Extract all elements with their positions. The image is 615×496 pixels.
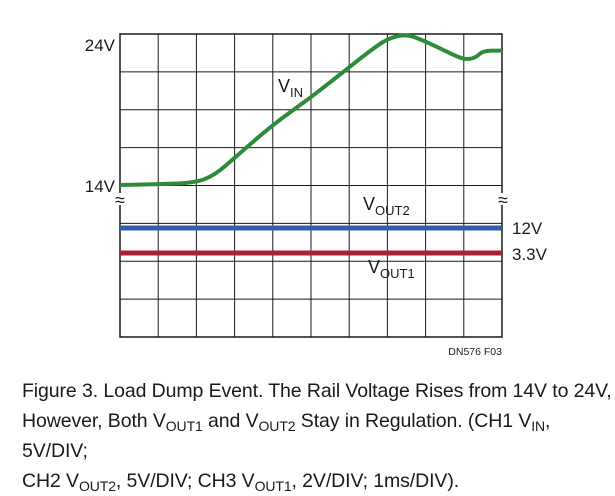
traces [119, 33, 502, 256]
figure-code: DN576 F03 [448, 346, 502, 358]
vout2-level-label: 12V [512, 219, 543, 238]
axis-break-gap [114, 193, 126, 205]
axis-break-gap [496, 193, 508, 205]
vin-start-label: 14V [85, 177, 116, 196]
vin-trace-line [119, 33, 502, 187]
vout1-level-label: 3.3V [512, 245, 548, 264]
vout1-trace-label: VOUT1 [368, 257, 415, 281]
axis-break-right: ≈ [498, 190, 508, 210]
caption-line-1: Figure 3. Load Dump Event. The Rail Volt… [22, 380, 612, 402]
figure-caption: Figure 3. Load Dump Event. The Rail Volt… [22, 376, 612, 496]
vout2-trace-label: VOUT2 [363, 194, 410, 218]
vin-peak-label: 24V [85, 36, 116, 55]
plot-frame [119, 33, 503, 338]
axis-break-left: ≈ [115, 190, 125, 210]
caption-line-3: CH2 VOUT2, 5V/DIV; CH3 VOUT1, 2V/DIV; 1m… [22, 470, 460, 494]
scope-grid [120, 34, 502, 337]
caption-line-2: However, Both VOUT1 and VOUT2 Stay in Re… [22, 410, 551, 462]
oscilloscope-figure: 24V 14V ≈ ≈ 12V 3.3V VIN VOUT2 VOUT1 DN5… [85, 33, 548, 358]
vin-trace-label: VIN [278, 76, 303, 100]
